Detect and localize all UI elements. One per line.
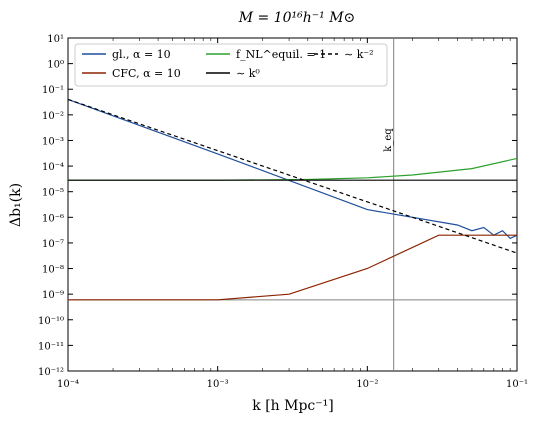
y-axis: 10⁻¹² 10⁻¹¹ 10⁻¹⁰ 10⁻⁹ 10⁻⁸ 10⁻⁷ 10⁻⁶ 10⁻⁵ 10⁻⁴ 1… [38, 34, 517, 378]
y-axis-label: Δb₁(k) [8, 183, 24, 227]
y-tick-label: 10⁰ [47, 60, 64, 71]
series-line-2 [68, 157, 518, 181]
y-tick-label: 10⁻¹² [38, 367, 64, 378]
y-tick-label: 10⁻¹⁰ [38, 316, 64, 327]
x-tick-label: 10⁻² [356, 379, 378, 390]
legend: gl., α = 10 CFC, α = 10 f_NL^equil. = 1 ∼ k… [74, 43, 388, 87]
legend-box [74, 43, 388, 87]
y-tick-label: 10⁻⁵ [42, 188, 64, 199]
chart-title: M = 10¹⁶h⁻¹ M⊙ [238, 10, 356, 26]
y-tick-label: 10⁻³ [42, 136, 64, 147]
legend-label-3: ∼ k⁰ [236, 67, 260, 80]
y-tick-label: 10⁻⁶ [42, 213, 64, 224]
legend-label-1: CFC, α = 10 [112, 67, 181, 80]
series-line-0 [67, 98, 518, 240]
y-tick-label: 10⁻⁷ [42, 239, 64, 250]
plot-frame [67, 37, 518, 372]
plot-area [67, 37, 518, 372]
y-tick-label: 10⁻⁸ [42, 265, 64, 276]
x-tick-label: 10⁻¹ [506, 379, 528, 390]
y-tick-label: 10⁻¹¹ [38, 341, 64, 352]
series-line-4 [67, 98, 518, 254]
y-tick-label: 10⁻¹ [42, 85, 64, 96]
y-tick-label: 10⁻⁹ [42, 290, 64, 301]
series-line-1 [68, 234, 517, 301]
x-tick-label: 10⁻⁴ [57, 379, 79, 390]
legend-label-4: ∼ k⁻² [344, 48, 374, 61]
legend-label-2: f_NL^equil. = 1 [236, 48, 326, 61]
y-tick-label: 10⁻² [42, 111, 64, 122]
x-axis: 10⁻⁴ 10⁻³ 10⁻² 10⁻¹ [57, 38, 528, 390]
x-tick-label: 10⁻³ [207, 379, 229, 390]
annotation-keq: k_eq [383, 128, 394, 152]
y-tick-label: 10¹ [47, 34, 64, 45]
y-tick-label: 10⁻⁴ [42, 162, 64, 173]
legend-label-0: gl., α = 10 [112, 48, 171, 61]
x-axis-label: k [h Mpc⁻¹] [252, 398, 333, 414]
